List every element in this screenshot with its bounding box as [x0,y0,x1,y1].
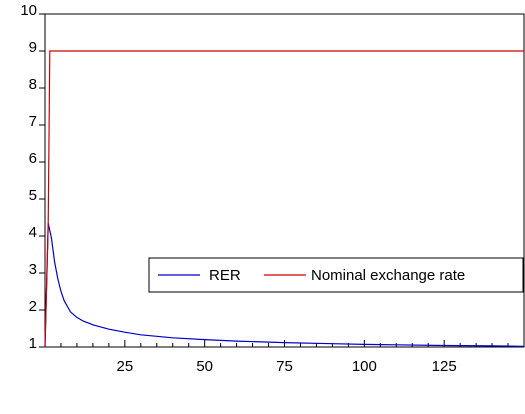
x-tick-label: 25 [116,358,133,375]
series-line-rer [44,222,525,348]
series-line-nominal-exchange-rate [44,50,524,348]
series-layer [44,50,525,348]
y-tick-label: 2 [29,298,37,315]
plot-frame [44,13,525,348]
legend-label: RER [209,267,241,284]
y-tick-label: 10 [20,2,37,19]
y-axis-ticks: 1 2 3 4 5 6 7 8 9 10 [20,2,45,352]
legend-label: Nominal exchange rate [311,267,465,284]
y-tick-label: 1 [29,335,37,352]
y-tick-label: 4 [29,224,37,241]
legend-box [148,257,524,293]
y-tick-label: 9 [29,39,37,56]
x-tick-label: 100 [352,358,377,375]
y-tick-label: 5 [29,187,37,204]
y-tick-label: 8 [29,76,37,93]
x-tick-label: 125 [432,358,457,375]
x-tick-label: 50 [196,358,213,375]
y-tick-label: 6 [29,150,37,167]
legend: RER Nominal exchange rate [148,257,524,293]
y-tick-label: 3 [29,261,37,278]
y-tick-label: 7 [29,113,37,130]
x-axis-ticks: 25 50 75 100 125 [60,340,509,375]
x-tick-label: 75 [276,358,293,375]
